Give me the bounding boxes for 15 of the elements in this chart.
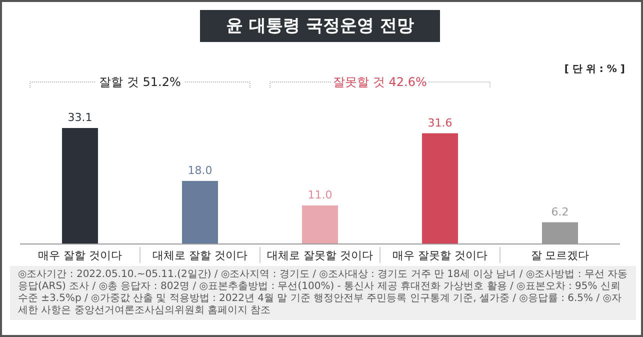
text: 잘할 것 51.2% <box>99 75 181 89</box>
x-tick-label: 매우 잘못할 것이다 <box>392 249 488 262</box>
data-label: 31.6 <box>428 116 452 130</box>
x-tick-label: 대체로 잘못할 것이다 <box>267 249 373 262</box>
x-tick-label: 매우 잘할 것이다 <box>38 249 122 262</box>
x-tick-label: 잘 모르겠다 <box>530 249 590 262</box>
data-label: 33.1 <box>68 111 92 124</box>
text: ◎조사기간 : 2022.05.10.~05.11.(2일간) / ◎조사지역 : 경기도 / ◎조사대상 : 경기도 거주 만 18세 이상 남녀 / ◎조사방법 : 무선 자동응답(ARS) 조사 / ◎총 응답자 : 802명 / ◎표본추출방법 : 무선(100%) - 통신사 제공 휴대전화 가상번호 활용 / ◎표본오차 : 95% 신뢰수준 ±3.5%p / ◎가중값 산출 및 적용방법 : 2022년 4월 말 기준 행정안전부 주민등록 인구통계 기준, 셀가중 / ◎응답률 : 6.5% / ◎자세한 사항은 중앙선거여론조사심의위원회 홈페이지 참조 <box>18 269 628 317</box>
x-tick-label: 대체로 잘할 것이다 <box>152 249 248 262</box>
text: 잘못할 것 42.6% <box>333 75 427 89</box>
data-label: 18.0 <box>188 164 212 177</box>
text: [ 단 위 : % ] <box>564 64 625 75</box>
data-label: 6.2 <box>551 205 569 218</box>
chart-title: 윤 대통령 국정운영 전망 <box>200 10 440 42</box>
data-label: 11.0 <box>308 188 332 202</box>
